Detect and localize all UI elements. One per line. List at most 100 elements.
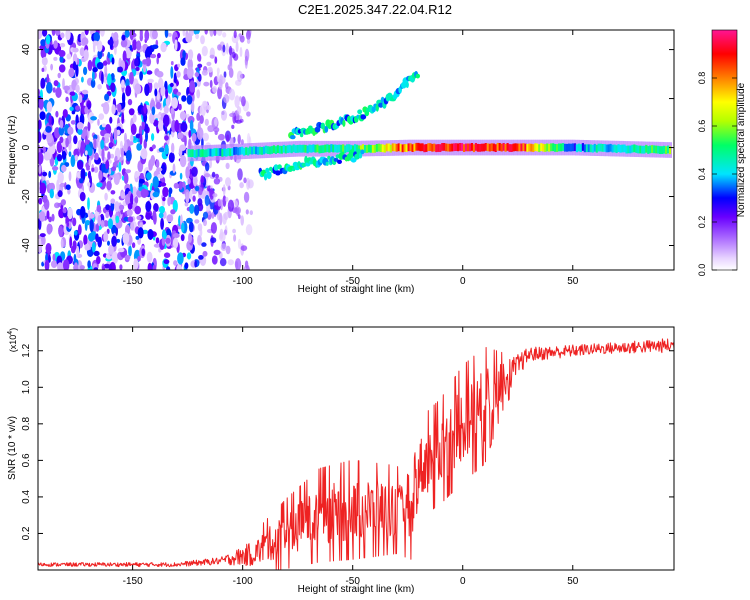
spectrogram-carrier-cell [567,143,571,152]
spectrogram-noise-mark [237,238,242,249]
spectrogram-carrier-cell [530,143,533,152]
spectrogram-noise-mark [249,210,253,216]
spectrogram-carrier-cell [653,145,656,154]
spectrogram-carrier-cell [274,146,277,154]
spectrogram-noise-mark [149,112,155,124]
spectrogram-noise-mark [107,39,114,46]
spectrogram-noise-mark [83,49,89,61]
spectrogram-noise-mark [218,78,223,90]
spectrogram-carrier-cell [411,144,414,152]
spectrogram-carrier-cell [211,148,214,157]
spectrogram-noise-mark [120,156,124,161]
spectrogram-noise-mark [52,87,56,93]
spectrogram-carrier-cell [550,143,553,152]
spectrogram-noise-mark [83,234,88,246]
spectrogram-noise-mark [243,191,250,203]
spectrogram-carrier-cell [326,144,329,153]
spectrogram-noise-mark [87,147,93,157]
spectrogram-carrier-cell [201,149,204,157]
spectrogram-noise-mark [176,71,181,78]
spectrogram-carrier-cell [619,144,622,153]
spectrogram-noise-mark [172,163,176,174]
spectrogram-upper-branch-mark [299,132,304,138]
spectrogram-carrier-cell [276,145,279,153]
spectrogram-carrier-cell [354,144,357,152]
spectrogram-noise-mark [228,45,233,56]
spectrogram-noise-mark [110,82,116,93]
spectrogram-y-tick-label: 0 [21,144,32,150]
spectrogram-noise-mark [103,231,109,243]
spectrogram-carrier-cell [562,143,565,151]
spectrogram-noise-mark [192,195,196,202]
spectrogram-noise-mark [223,94,230,104]
spectrogram-carrier-cell [492,143,495,152]
spectrogram-noise-mark [212,86,218,93]
spectrogram-carrier-cell [651,145,654,153]
spectrogram-noise-mark [48,114,52,126]
spectrogram-noise-mark [69,106,74,112]
spectrogram-noise-mark [110,190,116,195]
spectrogram-noise-mark [115,215,120,224]
spectrogram-noise-mark [146,251,153,263]
spectrogram-noise-mark [203,81,210,87]
spectrogram-noise-mark [219,212,223,226]
spectrogram-noise-mark [107,218,113,230]
spectrogram-noise-mark [107,151,111,162]
spectrogram-noise-mark [95,223,100,232]
spectrogram-noise-mark [48,216,52,223]
spectrogram-carrier-cell [217,148,220,156]
spectrogram-noise-mark [59,136,64,144]
spectrogram-noise-mark [207,125,215,133]
spectrogram-noise-mark [234,206,241,215]
spectrogram-noise-mark [56,179,60,192]
spectrogram-noise-mark [168,152,175,163]
spectrogram-noise-mark [106,180,112,191]
spectrogram-noise-mark [237,168,243,181]
spectrogram-noise-mark [225,245,231,255]
spectrogram-noise-mark [49,182,55,192]
spectrogram-carrier-cell [298,144,301,153]
spectrogram-noise-mark [81,76,84,83]
spectrogram-noise-mark [190,100,195,113]
snr-y-tick-label: 0.6 [21,453,32,467]
spectrogram-noise-mark [247,30,252,38]
spectrogram-noise-mark [39,44,47,51]
spectrogram-noise-mark [156,91,160,101]
spectrogram-carrier-cell [268,146,272,155]
colorbar: 0.0 0.2 0.4 0.6 0.8 Normalized spectral ampl… [697,29,747,277]
spectrogram-noise-mark [179,111,187,121]
spectrogram-carrier-cell [526,144,529,152]
spectrogram-noise-mark [103,263,111,269]
spectrogram-noise-mark [167,196,171,207]
spectrogram-y-tick-label: -40 [21,238,32,253]
spectrogram-noise-mark [101,265,106,270]
spectrogram-carrier-cell [645,144,648,153]
spectrogram-noise-mark [57,202,62,207]
colorbar-tick-label: 0.6 [697,120,707,133]
spectrogram-noise-mark [139,30,143,39]
spectrogram-noise-mark [140,148,148,160]
spectrogram-carrier-cell [407,143,410,152]
spectrogram-noise-mark [187,178,191,185]
spectrogram-carrier-cell [373,144,376,153]
spectrogram-noise-mark [93,166,99,173]
spectrogram-noise-mark [194,219,200,224]
spectrogram-noise-mark [156,167,163,172]
spectrogram-noise-mark [91,167,95,172]
spectrogram-noise-mark [38,197,43,205]
spectrogram-noise-mark [58,50,66,57]
spectrogram-carrier-cell [233,147,236,155]
spectrogram-carrier-cell [219,148,222,156]
colorbar-tick-label: 0.0 [697,264,707,277]
spectrogram-noise-mark [191,133,197,142]
spectrogram-noise-mark [125,85,132,97]
spectrogram-noise-mark [188,49,194,60]
spectrogram-lower-branch-mark [275,170,281,176]
spectrogram-noise-mark [57,262,64,270]
spectrogram-carrier-cell [464,143,468,152]
spectrogram-noise-mark [137,255,141,262]
spectrogram-carrier-cell [554,144,557,152]
spectrogram-noise-mark [84,135,88,147]
spectrogram-noise-mark [151,30,158,40]
spectrogram-noise-mark [204,194,210,207]
